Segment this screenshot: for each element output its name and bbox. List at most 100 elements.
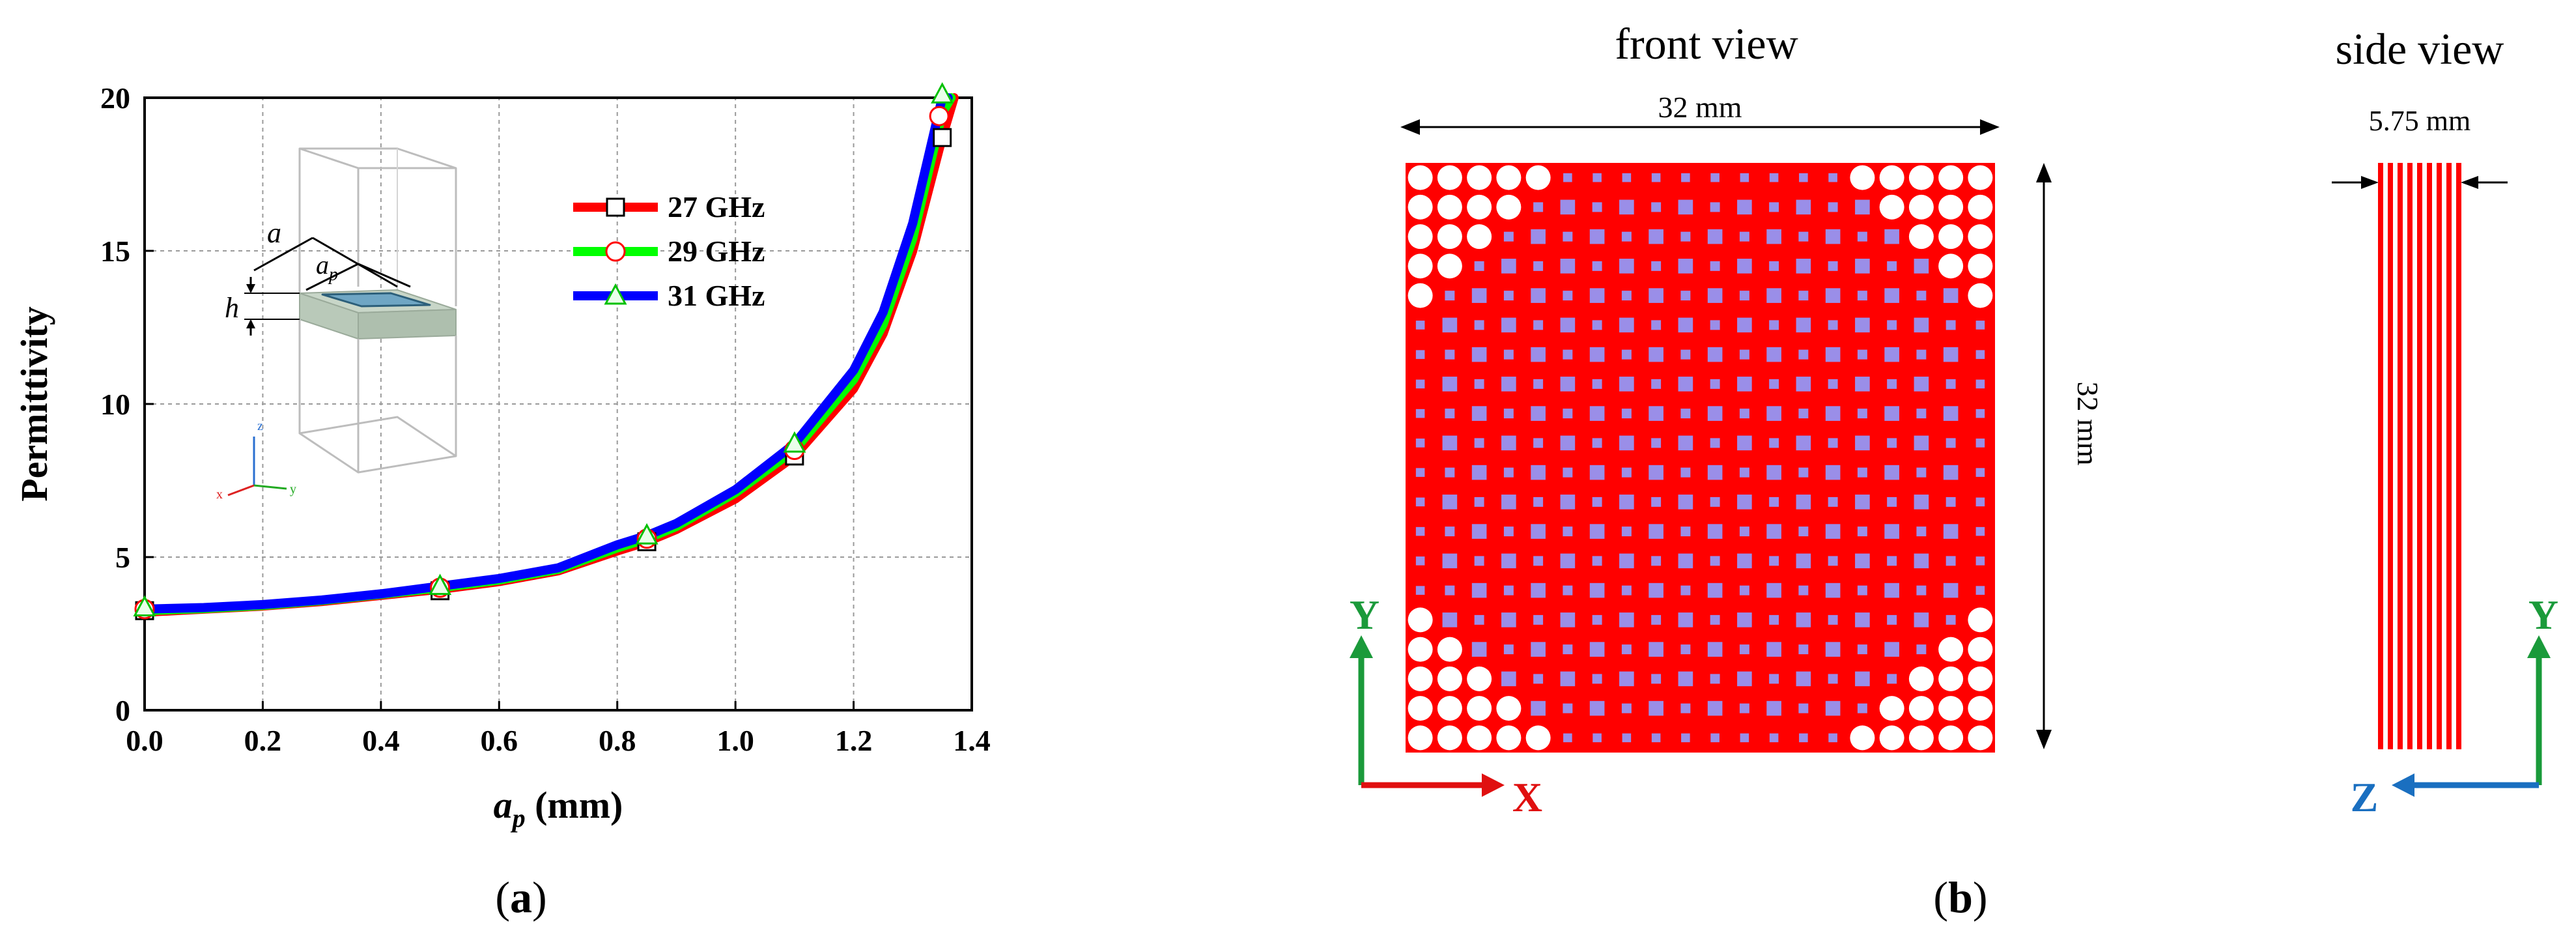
metal-patch-cell: [1651, 173, 1661, 182]
metal-patch-cell: [1442, 377, 1458, 392]
metal-patch-cell: [1975, 321, 1985, 330]
metal-patch-cell: [1737, 671, 1752, 687]
metal-patch-cell: [1799, 173, 1808, 182]
metal-patch-cell: [1592, 733, 1602, 743]
width-arrow-left: [1400, 119, 1420, 135]
metal-patch-cell: [1503, 585, 1514, 596]
metal-patch-cell: [1649, 288, 1663, 303]
metal-patch-cell: [1501, 671, 1516, 687]
data-point-marker: [929, 106, 950, 126]
air-hole: [1968, 253, 1993, 279]
air-hole: [1908, 165, 1934, 190]
air-hole: [1496, 725, 1522, 751]
metal-patch-cell: [1943, 288, 1959, 303]
air-hole: [1968, 165, 1993, 190]
unit-cell-inset: a ap h z x y: [216, 147, 457, 502]
metal-patch-cell: [1563, 703, 1573, 713]
metal-patch-cell: [1710, 674, 1720, 684]
metal-patch-cell: [1563, 526, 1573, 537]
metal-patch-cell: [1739, 467, 1749, 478]
metal-patch-cell: [1828, 556, 1838, 566]
metal-patch-cell: [1563, 733, 1572, 743]
metal-patch-cell: [1471, 465, 1487, 480]
metal-patch-cell: [1798, 585, 1809, 596]
metal-patch-cell: [1914, 495, 1929, 510]
thickness-label: 5.75 mm: [2369, 105, 2470, 137]
front-x-arrow: [1482, 773, 1505, 797]
metal-patch-cell: [1857, 644, 1867, 655]
dim-h-arrowhead: [246, 284, 255, 293]
air-hole: [1968, 283, 1993, 308]
metal-patch-cell: [1678, 435, 1693, 451]
metal-patch-cell: [1916, 526, 1927, 537]
metal-patch-cell: [1887, 438, 1897, 448]
metal-patch-cell: [1649, 583, 1663, 598]
metal-patch-cell: [1680, 231, 1691, 242]
y-tick-label: 5: [115, 541, 130, 574]
metal-patch-cell: [1560, 435, 1576, 451]
air-hole: [1437, 725, 1462, 751]
metal-patch-cell: [1503, 526, 1514, 537]
height-label: 32 mm: [2071, 381, 2104, 465]
metal-patch-cell: [1619, 377, 1634, 392]
metal-patch-cell: [1857, 526, 1867, 537]
metal-patch-cell: [1621, 231, 1632, 242]
series-layer: [133, 82, 959, 620]
metal-patch-cell: [1914, 553, 1929, 569]
metal-patch-cell: [1501, 495, 1516, 510]
metal-patch-cell: [1739, 644, 1749, 655]
series-line: [140, 93, 953, 614]
y-tick-label: 15: [100, 235, 130, 268]
metal-patch-cell: [1796, 671, 1811, 687]
metal-patch-cell: [1710, 320, 1720, 330]
metal-patch-cell: [1975, 556, 1985, 566]
metal-patch-cell: [1707, 229, 1723, 244]
metal-patch-cell: [1621, 526, 1632, 537]
side-layer: [2446, 163, 2452, 749]
x-tick-label: 1.4: [953, 724, 991, 757]
side-y-arrow: [2527, 635, 2551, 658]
metal-patch-cell: [1766, 583, 1781, 598]
metal-patch-cell: [1592, 202, 1602, 212]
metal-patch-cell: [1828, 320, 1838, 330]
metal-patch-cell: [1560, 377, 1576, 392]
metal-patch-cell: [1710, 379, 1720, 389]
metal-patch-cell: [1533, 674, 1544, 684]
metal-patch-cell: [1914, 612, 1929, 627]
air-hole: [1408, 194, 1433, 220]
metal-patch-cell: [1855, 317, 1870, 333]
metal-patch-cell: [1855, 671, 1870, 687]
metal-patch-cell: [1563, 644, 1573, 655]
metal-patch-cell: [1592, 379, 1602, 389]
metal-patch-cell: [1710, 556, 1720, 566]
metal-patch-cell: [1471, 524, 1487, 539]
metal-patch-cell: [1651, 733, 1661, 743]
front-view-title: front view: [1615, 19, 1798, 68]
metal-patch-cell: [1769, 379, 1779, 389]
air-hole: [1408, 725, 1433, 751]
metal-patch-cell: [1855, 553, 1870, 569]
metal-patch-cell: [1828, 733, 1837, 743]
air-hole: [1467, 666, 1492, 691]
metal-patch-cell: [1651, 496, 1662, 507]
height-arrow-bottom: [2036, 730, 2052, 749]
legend-item: 27 GHz: [573, 190, 765, 223]
metal-patch-cell: [1471, 642, 1487, 657]
metal-patch-cell: [1415, 321, 1425, 330]
metal-patch-cell: [1828, 496, 1838, 507]
panel-b-label: (b): [1933, 872, 1987, 922]
metal-patch-cell: [1442, 612, 1458, 627]
metal-patch-cell: [1680, 526, 1691, 537]
metal-patch-cell: [1442, 495, 1458, 510]
metal-patch-cell: [1707, 406, 1723, 421]
metal-patch-cell: [1855, 199, 1870, 215]
metal-patch-cell: [1943, 406, 1959, 421]
metal-patch-cell: [1887, 261, 1897, 271]
metal-patch-cell: [1619, 612, 1634, 627]
air-hole: [1908, 725, 1934, 751]
metal-patch-cell: [1501, 317, 1516, 333]
metal-patch-cell: [1710, 733, 1720, 743]
metal-patch-cell: [1710, 438, 1720, 448]
metal-patch-cell: [1828, 202, 1838, 212]
air-hole: [1938, 666, 1964, 691]
